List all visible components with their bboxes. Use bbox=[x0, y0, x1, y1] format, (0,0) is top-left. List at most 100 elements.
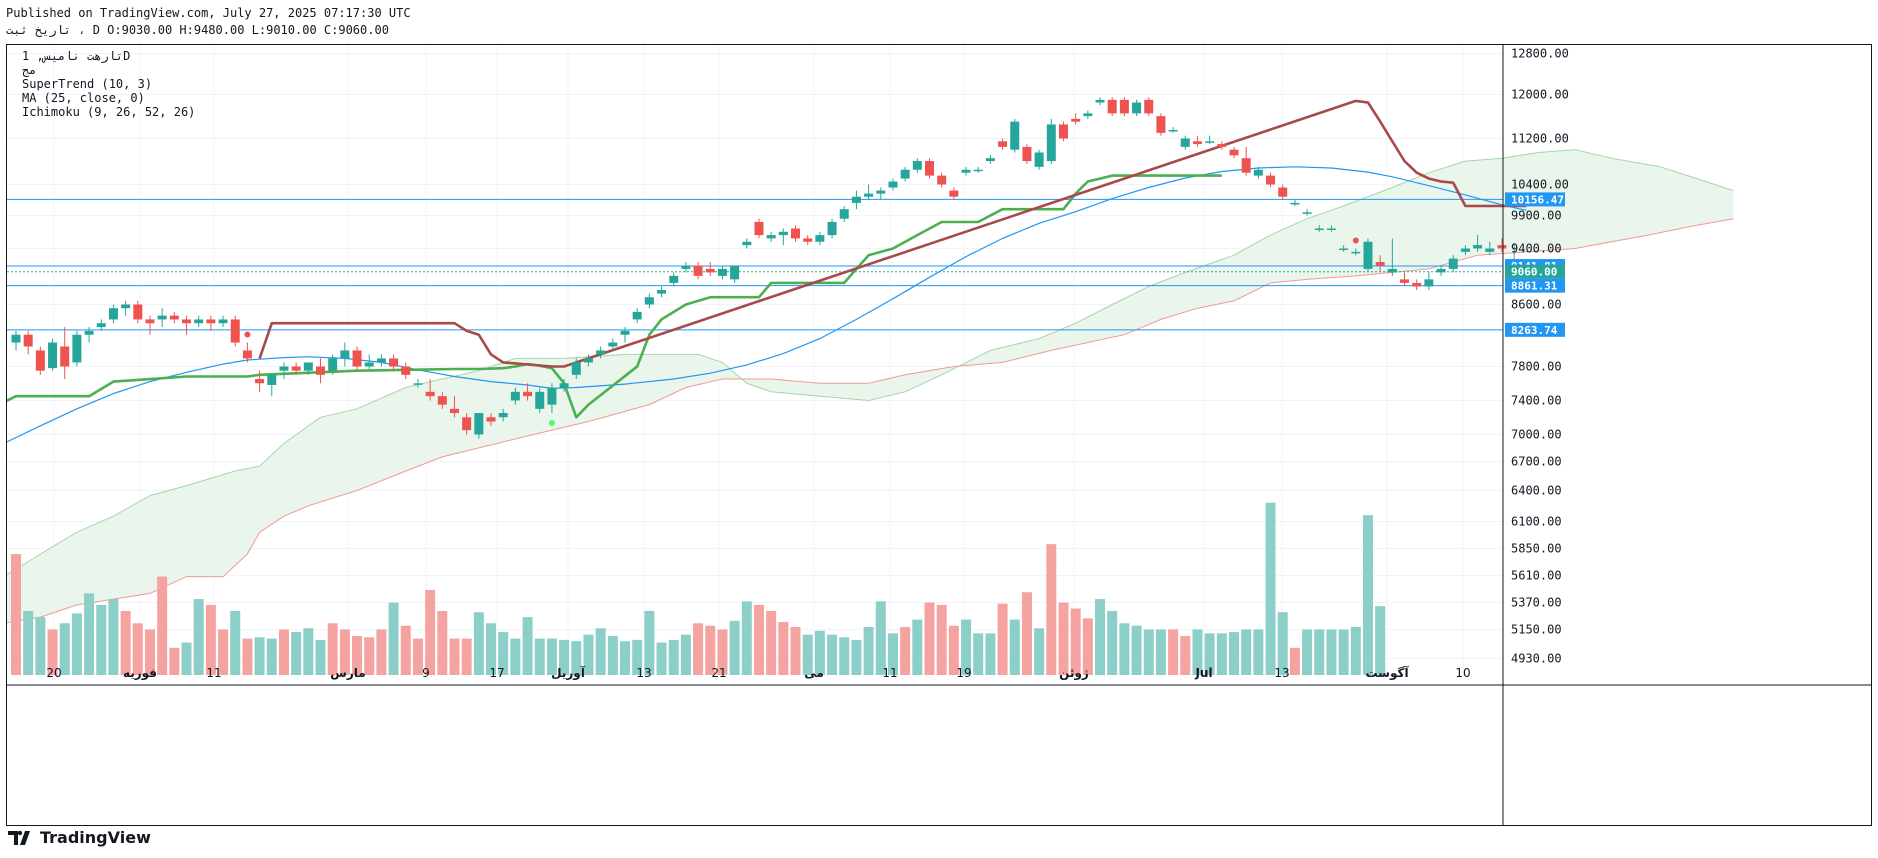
time-tick-label: Jul bbox=[1194, 666, 1212, 680]
volume-bar bbox=[47, 629, 58, 675]
supertrend-down-line bbox=[258, 99, 1527, 368]
candle-body bbox=[376, 358, 386, 363]
candle-body bbox=[242, 350, 252, 359]
candle-body bbox=[523, 391, 533, 397]
volume-bar bbox=[632, 639, 643, 675]
candle-body bbox=[145, 319, 155, 324]
candle-body bbox=[108, 308, 118, 320]
candle-body bbox=[1119, 99, 1129, 114]
volume-bar bbox=[1375, 606, 1386, 675]
volume-bar bbox=[193, 599, 204, 675]
volume-bar bbox=[729, 620, 740, 675]
time-tick-label: 13 bbox=[636, 666, 651, 680]
candle-body bbox=[657, 290, 667, 294]
time-tick-label: فوریه bbox=[123, 666, 157, 681]
candle-body bbox=[1010, 121, 1020, 150]
price-label-text: 9060.00 bbox=[1511, 266, 1557, 279]
legend-ichimoku[interactable]: Ichimoku (9, 26, 52, 26) bbox=[22, 105, 196, 119]
legend-ma[interactable]: MA (25, close, 0) bbox=[22, 91, 145, 105]
candle-body bbox=[1168, 130, 1178, 132]
volume-bar bbox=[997, 603, 1008, 675]
legend-supertrend[interactable]: SuperTrend (10, 3) bbox=[22, 77, 153, 91]
volume-bar bbox=[303, 628, 314, 675]
volume-bar bbox=[1350, 626, 1361, 675]
volume-bar bbox=[1241, 629, 1252, 675]
candle-body bbox=[596, 350, 606, 355]
volume-bar bbox=[169, 647, 180, 675]
price-tick-label: 10400.00 bbox=[1511, 178, 1569, 192]
price-tick-label: 5610.00 bbox=[1511, 569, 1562, 583]
chart-frame[interactable]: 12800.00 12000.00 11200.00 10400.00 9900.00 9… bbox=[6, 44, 1872, 826]
candle-body bbox=[949, 190, 959, 197]
time-tick-label: 13 bbox=[1274, 666, 1289, 680]
candle-body bbox=[157, 315, 167, 320]
volume-bar bbox=[912, 619, 923, 675]
candle-body bbox=[693, 265, 703, 276]
volume-bar bbox=[875, 601, 886, 675]
volume-bar bbox=[461, 638, 472, 675]
candle-body bbox=[1156, 116, 1166, 133]
price-tick-label: 5150.00 bbox=[1511, 623, 1562, 637]
price-chart[interactable]: 12800.00 12000.00 11200.00 10400.00 9900.00 9… bbox=[7, 45, 1871, 825]
time-tick-label: 11 bbox=[882, 666, 897, 680]
candle-body bbox=[803, 238, 813, 242]
time-tick-label: 11 bbox=[206, 666, 221, 680]
candle-body bbox=[1083, 113, 1093, 117]
price-label-badge bbox=[1505, 264, 1565, 279]
candle-body bbox=[571, 362, 581, 375]
time-tick-label: 19 bbox=[956, 666, 971, 680]
volume-bar bbox=[132, 623, 143, 675]
candle-body bbox=[815, 235, 825, 242]
volume-bar bbox=[1107, 610, 1118, 675]
volume-bar bbox=[59, 623, 70, 675]
volume-bar bbox=[936, 604, 947, 675]
candle-body bbox=[1217, 144, 1227, 147]
price-tick-label: 11200.00 bbox=[1511, 132, 1569, 146]
volume-bar bbox=[1338, 629, 1349, 675]
volume-bar bbox=[680, 634, 691, 675]
volume-bar bbox=[644, 610, 655, 675]
volume-bar bbox=[924, 602, 935, 675]
candle-body bbox=[985, 158, 995, 162]
candle-body bbox=[462, 417, 472, 431]
candle-body bbox=[717, 268, 727, 276]
candle-body bbox=[486, 417, 496, 422]
candle-body bbox=[1022, 146, 1032, 162]
candle-body bbox=[255, 379, 265, 384]
price-tick-label: 5850.00 bbox=[1511, 542, 1562, 556]
candle-body bbox=[766, 235, 776, 239]
candle-body bbox=[449, 408, 459, 414]
candle-body bbox=[35, 350, 45, 371]
volume-bar bbox=[961, 619, 972, 675]
volume-bar bbox=[1168, 629, 1179, 675]
candle-body bbox=[1107, 99, 1117, 114]
candle-body bbox=[1460, 248, 1470, 252]
volume-bar bbox=[571, 641, 582, 675]
candle-body bbox=[498, 413, 508, 418]
volume-bar bbox=[534, 638, 545, 675]
candle-body bbox=[48, 342, 58, 369]
volume-bar bbox=[388, 602, 399, 675]
candle-body bbox=[620, 330, 630, 335]
tradingview-brand[interactable]: TradingView bbox=[8, 828, 151, 847]
candle-body bbox=[389, 358, 399, 367]
volume-bar bbox=[546, 638, 557, 675]
candle-body bbox=[316, 366, 325, 375]
volume-bar bbox=[376, 629, 387, 675]
candle-body bbox=[681, 265, 691, 269]
volume-bar bbox=[1302, 629, 1313, 675]
price-tick-label: 6100.00 bbox=[1511, 515, 1562, 529]
candle-body bbox=[1132, 102, 1142, 114]
candle-body bbox=[1314, 228, 1324, 230]
volume-bar bbox=[717, 629, 728, 675]
volume-bar bbox=[1314, 629, 1325, 675]
candle-body bbox=[851, 196, 861, 203]
candle-body bbox=[72, 334, 82, 363]
candle-body bbox=[340, 350, 350, 359]
candle-body bbox=[961, 169, 971, 173]
volume-bar bbox=[315, 639, 326, 675]
volume-bar bbox=[522, 617, 533, 675]
volume-bar bbox=[1326, 629, 1337, 675]
candle-body bbox=[1278, 187, 1288, 197]
price-tick-label: 9900.00 bbox=[1511, 209, 1562, 223]
